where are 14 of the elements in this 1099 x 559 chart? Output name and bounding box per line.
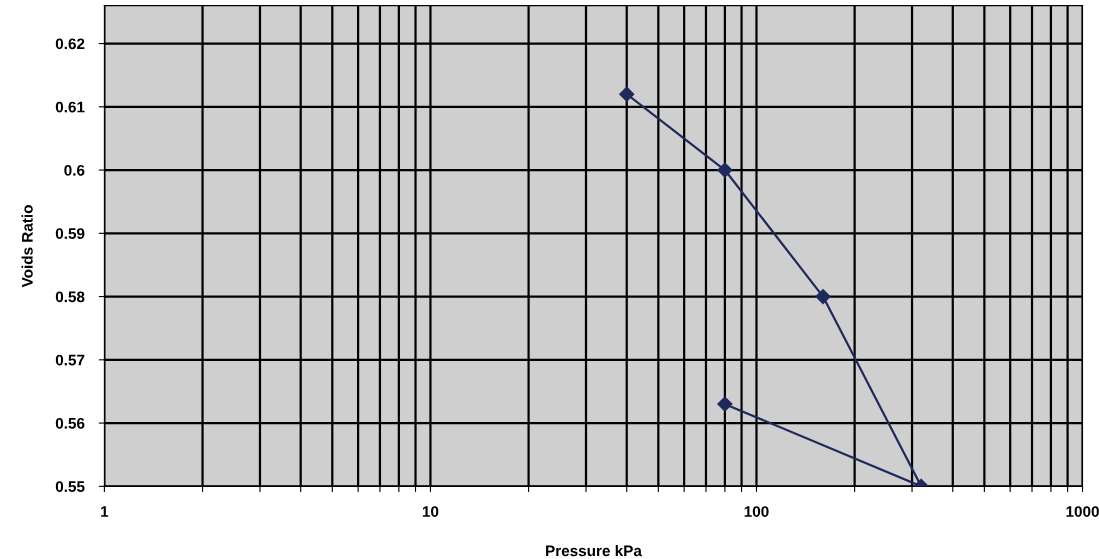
y-tick-label: 0.6	[64, 164, 85, 176]
y-tick-label: 0.61	[55, 101, 85, 113]
x-tick-label: 10	[422, 506, 439, 517]
y-axis-title: Voids Ratio	[21, 205, 33, 288]
x-tick-label: 1000	[1066, 506, 1099, 517]
y-tick-label: 0.55	[55, 481, 85, 493]
x-tick-label: 1	[101, 506, 109, 517]
x-tick-label: 100	[744, 506, 769, 517]
y-tick-label: 0.62	[55, 38, 85, 50]
y-tick-label: 0.57	[55, 354, 85, 366]
y-tick-label: 0.59	[55, 228, 85, 239]
y-tick-label: 0.58	[55, 291, 85, 303]
y-tick-label: 0.56	[55, 417, 85, 429]
x-axis-title: Pressure kPa	[546, 545, 642, 557]
